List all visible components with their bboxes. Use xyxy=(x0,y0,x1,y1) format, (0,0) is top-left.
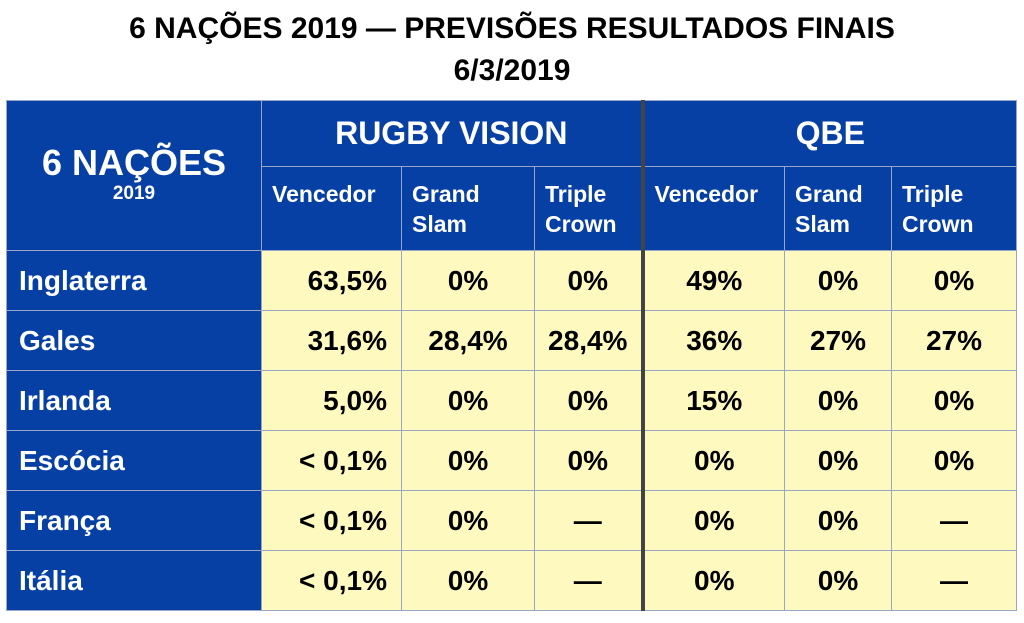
table-cell: 0% xyxy=(401,550,535,611)
table-cell: — xyxy=(534,550,643,611)
table-cell: 15% xyxy=(640,370,785,431)
table-row: Gales 31,6% 28,4% 28,4% 36% 27% 27% xyxy=(6,310,1018,371)
table-cell: — xyxy=(534,490,643,551)
table-cell: 0% xyxy=(640,430,785,491)
table-cell: 0% xyxy=(784,490,892,551)
table-row: Irlanda 5,0% 0% 0% 15% 0% 0% xyxy=(6,370,1018,431)
table-cell: 5,0% xyxy=(261,370,402,431)
table-cell: 27% xyxy=(784,310,892,371)
page-title: 6 NAÇÕES 2019 — PREVISÕES RESULTADOS FIN… xyxy=(129,12,895,45)
column-header: Grand Slam xyxy=(784,166,892,251)
table-cell: 28,4% xyxy=(401,310,535,371)
table-cell: 0% xyxy=(401,430,535,491)
table-cell: 0% xyxy=(534,430,643,491)
table-cell: 0% xyxy=(640,490,785,551)
table-row: França < 0,1% 0% —0% 0% — xyxy=(6,490,1018,551)
group-header-rugby-vision: RUGBY VISION xyxy=(261,100,643,167)
team-name: Gales xyxy=(6,310,262,371)
table-cell: < 0,1% xyxy=(261,550,402,611)
column-header: Grand Slam xyxy=(401,166,535,251)
table-cell: 63,5% xyxy=(261,250,402,311)
table-cell: 31,6% xyxy=(261,310,402,371)
page-date: 6/3/2019 xyxy=(453,54,571,87)
table-cell: 0% xyxy=(534,250,643,311)
table-cell: < 0,1% xyxy=(261,430,402,491)
table-cell: 28,4% xyxy=(534,310,643,371)
table-cell: < 0,1% xyxy=(261,490,402,551)
table-cell: — xyxy=(890,550,1018,611)
table-cell: 36% xyxy=(640,310,785,371)
table-cell: 0% xyxy=(401,490,535,551)
table-cell: 0% xyxy=(784,430,892,491)
column-header: Vencedor xyxy=(261,166,402,251)
table-cell: 0% xyxy=(401,370,535,431)
table-cell: 49% xyxy=(640,250,785,311)
team-name: Irlanda xyxy=(6,370,262,431)
table-cell: 27% xyxy=(890,310,1018,371)
table-cell: 0% xyxy=(890,250,1018,311)
column-header: Vencedor xyxy=(640,166,785,251)
table-row: Escócia < 0,1% 0% 0% 0% 0% 0% xyxy=(6,430,1018,491)
table-row: Itália < 0,1% 0% —0% 0% — xyxy=(6,550,1018,611)
corner-title: 6 NAÇÕES xyxy=(41,142,227,183)
table-cell: 0% xyxy=(890,430,1018,491)
table-cell: 0% xyxy=(401,250,535,311)
corner-year: 2019 xyxy=(112,183,156,204)
table-cell: 0% xyxy=(784,370,892,431)
column-header: Triple Crown xyxy=(534,166,643,251)
predictions-table: 6 NAÇÕES 2019 RUGBY VISION QBE Vencedor … xyxy=(6,100,1018,611)
team-name: Itália xyxy=(6,550,262,611)
table-cell: 0% xyxy=(534,370,643,431)
table-cell: 0% xyxy=(784,550,892,611)
table-cell: — xyxy=(890,490,1018,551)
team-name: Escócia xyxy=(6,430,262,491)
table-cell: 0% xyxy=(890,370,1018,431)
team-name: França xyxy=(6,490,262,551)
table-cell: 0% xyxy=(640,550,785,611)
table-cell: 0% xyxy=(784,250,892,311)
team-name: Inglaterra xyxy=(6,250,262,311)
column-header: Triple Crown xyxy=(890,166,1018,251)
group-header-qbe: QBE xyxy=(640,100,1018,167)
table-row: Inglaterra 63,5% 0% 0% 49% 0% 0% xyxy=(6,250,1018,311)
table-corner-header: 6 NAÇÕES 2019 xyxy=(6,100,262,251)
